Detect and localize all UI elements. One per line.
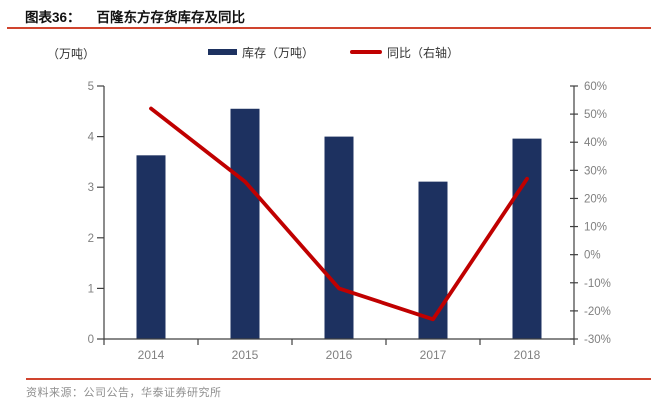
legend-label-inventory: 库存（万吨） [242, 45, 315, 60]
x-axis-label-2014: 2014 [138, 348, 165, 362]
left-axis-unit-label: （万吨） [47, 47, 96, 61]
left-axis-tick-label: 0 [88, 334, 94, 346]
bar-2017 [418, 181, 448, 339]
source-note: 资料来源：公司公告，华泰证券研究所 [26, 387, 222, 399]
bar-2015 [230, 108, 260, 340]
legend-item-yoy: 同比（右轴） [350, 44, 459, 60]
left-axis-tick-label: 3 [88, 182, 94, 194]
right-axis-tick-label: -20% [584, 306, 611, 318]
yoy-line [149, 106, 529, 322]
x-axis-label-2017: 2017 [420, 348, 447, 362]
footer-rule [26, 378, 651, 380]
right-axis-tick-label: -10% [584, 278, 611, 290]
bar-2014 [136, 155, 166, 339]
bar-2018 [512, 138, 542, 339]
left-axis-tick-label: 5 [88, 81, 94, 93]
right-axis-tick-label: 60% [584, 81, 607, 93]
x-axis-label-2018: 2018 [514, 348, 541, 362]
right-axis-tick-label: 30% [584, 165, 607, 177]
x-axis-label-2015: 2015 [232, 348, 259, 362]
header-rule [7, 27, 651, 29]
x-axis-label-2016: 2016 [326, 348, 353, 362]
right-axis-tick-label: 20% [584, 193, 607, 205]
inventory-swatch-icon [208, 49, 237, 55]
legend-item-inventory: 库存（万吨） [208, 44, 314, 60]
left-axis-tick-label: 1 [88, 283, 94, 295]
left-axis-tick-label: 2 [88, 233, 94, 245]
right-axis-tick-label: 10% [584, 222, 607, 234]
figure-number-label: 图表36： [25, 10, 81, 25]
right-axis-tick-label: 0% [584, 250, 601, 262]
right-axis-tick-label: -30% [584, 334, 611, 346]
yoy-swatch-icon [350, 50, 382, 54]
bar-2016 [324, 136, 354, 339]
page-title: 百隆东方存货库存及同比 [96, 10, 246, 25]
right-axis-tick-label: 50% [584, 109, 607, 121]
figure-header: 图表36： 百隆东方存货库存及同比 [25, 6, 245, 26]
legend-label-yoy: 同比（右轴） [387, 45, 460, 60]
right-axis-tick-label: 40% [584, 137, 607, 149]
left-axis-tick-label: 4 [88, 132, 95, 144]
